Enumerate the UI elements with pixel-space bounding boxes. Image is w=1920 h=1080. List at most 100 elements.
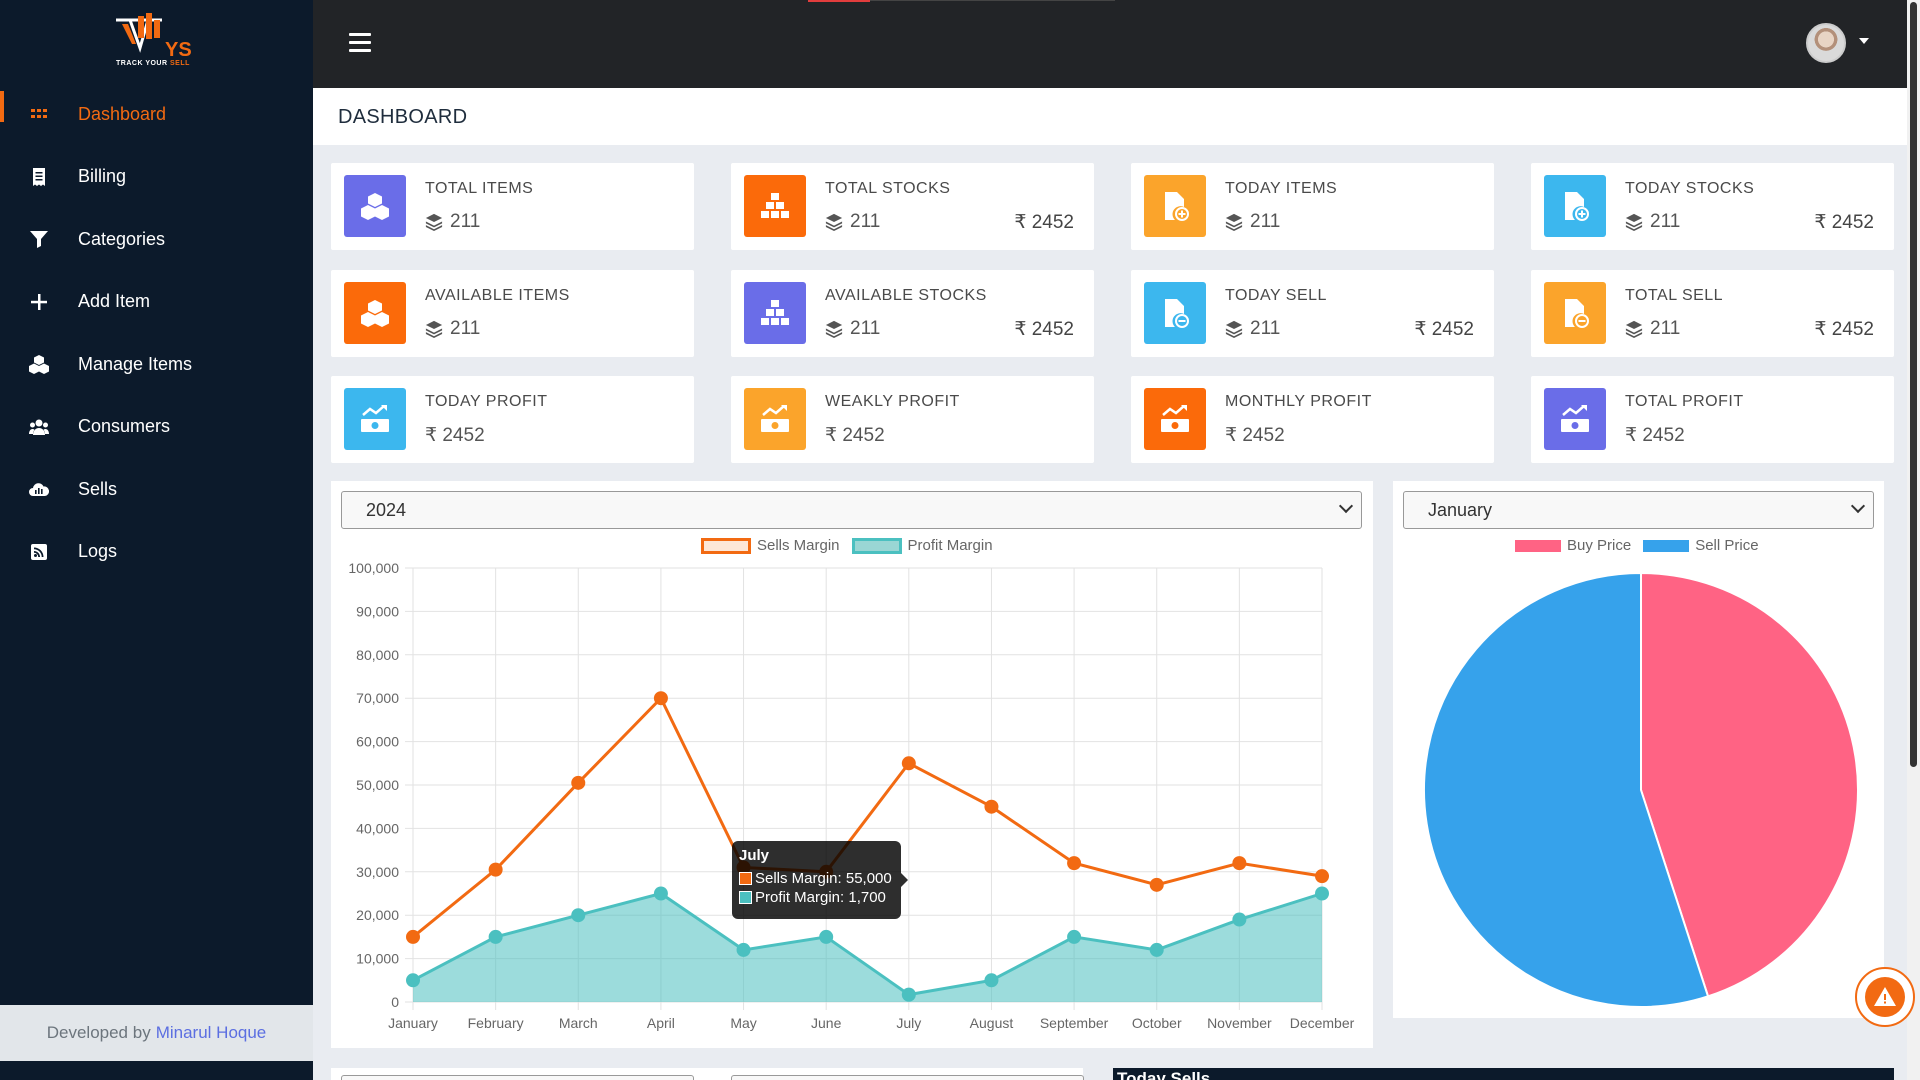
stat-card-title: TOTAL ITEMS: [425, 180, 534, 197]
boxes-stacked-icon: [761, 193, 789, 218]
stat-card-available-items[interactable]: AVAILABLE ITEMS 211: [331, 270, 694, 357]
profit-margin-line: [412, 891, 1323, 997]
stat-card-title: MONTHLY PROFIT: [1225, 393, 1372, 410]
money-chart-icon: [361, 405, 389, 432]
developer-link[interactable]: Minarul Hoque: [155, 1023, 267, 1042]
sidebar-item-add-item[interactable]: Add Item: [0, 271, 313, 334]
stat-card-icon-box: [1144, 388, 1206, 450]
stat-card-icon-box: [744, 175, 806, 237]
sidebar-item-billing[interactable]: Billing: [0, 146, 313, 209]
x-tick-label: September: [1040, 1015, 1109, 1031]
stat-card-count: 211: [425, 211, 480, 233]
x-tick-label: April: [647, 1015, 675, 1031]
file-plus-icon: [1165, 192, 1189, 221]
legend-item-sells-margin[interactable]: Sells Margin: [701, 537, 840, 554]
stat-card-title: AVAILABLE ITEMS: [425, 287, 570, 304]
stat-card-icon-box: [344, 282, 406, 344]
stat-card-total-sell[interactable]: TOTAL SELL 211 ₹ 2452: [1531, 270, 1894, 357]
stat-card-count-value: 211: [1250, 318, 1281, 339]
legend-swatch-buy-price: [1515, 539, 1561, 552]
y-tick-label: 30,000: [356, 864, 399, 880]
avatar[interactable]: [1806, 23, 1846, 63]
stat-card-today-sell[interactable]: TODAY SELL 211 ₹ 2452: [1131, 270, 1494, 357]
y-tick-label: 10,000: [356, 951, 399, 967]
topbar: [313, 0, 1907, 88]
stat-card-icon-box: [1544, 388, 1606, 450]
stat-card-amount: ₹ 2452: [1014, 212, 1074, 233]
year-select-value: 2024: [366, 500, 407, 520]
profit-margin-point: [1149, 942, 1164, 957]
stat-card-total-items[interactable]: TOTAL ITEMS 211: [331, 163, 694, 250]
stat-card-amount: ₹ 2452: [425, 425, 485, 446]
bottom-select-start[interactable]: [341, 1075, 694, 1080]
month-select[interactable]: January: [1403, 491, 1874, 529]
legend-swatch-sell-price: [1643, 539, 1690, 552]
profit-margin-point: [1315, 886, 1329, 901]
developer-prefix: Developed by: [46, 1023, 151, 1042]
stat-card-amount: ₹ 2452: [1814, 212, 1874, 233]
sells-margin-point: [1232, 856, 1247, 871]
sidebar-item-sells[interactable]: Sells: [0, 458, 313, 521]
alert-button[interactable]: [1855, 967, 1915, 1027]
sidebar-item-consumers[interactable]: Consumers: [0, 396, 313, 459]
x-tick-label: November: [1207, 1015, 1272, 1031]
stat-card-count-value: 211: [1650, 211, 1681, 232]
stat-card-icon-box: [1144, 282, 1206, 344]
app-logo[interactable]: YS TRACK YOUR SELL: [108, 8, 203, 70]
stat-card-monthly-profit[interactable]: MONTHLY PROFIT ₹ 2452: [1131, 376, 1494, 463]
stat-card-total-profit[interactable]: TOTAL PROFIT ₹ 2452: [1531, 376, 1894, 463]
year-select[interactable]: 2024: [341, 491, 1362, 529]
bottom-select-end[interactable]: [731, 1075, 1084, 1080]
sidebar-item-logs[interactable]: Logs: [0, 521, 313, 584]
stat-card-today-items[interactable]: TODAY ITEMS 211: [1131, 163, 1494, 250]
y-tick-label: 20,000: [356, 907, 399, 923]
stat-card-icon-box: [1144, 175, 1206, 237]
stat-card-icon-box: [1544, 175, 1606, 237]
y-tick-label: 70,000: [356, 690, 399, 706]
sidebar-item-categories[interactable]: Categories: [0, 208, 313, 271]
stat-card-icon-box: [1544, 282, 1606, 344]
y-tick-label: 60,000: [356, 734, 399, 750]
stat-card-icon-box: [344, 388, 406, 450]
stat-card-available-stocks[interactable]: AVAILABLE STOCKS 211 ₹ 2452: [731, 270, 1094, 357]
pie-slice-buy-price[interactable]: [1640, 571, 1859, 998]
scrollbar-thumb[interactable]: [1910, 2, 1917, 767]
today-sells-header: Today Sells: [1113, 1068, 1894, 1080]
stat-card-count: 211: [825, 318, 880, 340]
stat-card-amount: ₹ 2452: [1014, 319, 1074, 340]
profit-margin-point: [819, 929, 834, 944]
boxes-stacked-icon: [761, 300, 789, 325]
sidebar: YS TRACK YOUR SELL Dashboard Billing Cat…: [0, 0, 313, 1080]
tooltip-row-profit: Profit Margin: 1,700: [739, 889, 894, 906]
sidebar-item-manage-items[interactable]: Manage Items: [0, 333, 313, 396]
sidebar-item-label: Categories: [78, 228, 166, 249]
stat-card-total-stocks[interactable]: TOTAL STOCKS 211 ₹ 2452: [731, 163, 1094, 250]
sidebar-item-label: Sells: [78, 478, 118, 499]
sells-margin-point: [1315, 869, 1329, 884]
stat-card-today-stocks[interactable]: TODAY STOCKS 211 ₹ 2452: [1531, 163, 1894, 250]
x-tick-label: October: [1132, 1015, 1182, 1031]
legend-item-sell-price[interactable]: Sell Price: [1643, 537, 1759, 554]
rss-icon: [28, 541, 50, 563]
stat-card-count: 211: [1625, 211, 1680, 233]
month-select-value: January: [1428, 500, 1493, 520]
stat-card-title: TOTAL SELL: [1625, 287, 1724, 304]
stat-card-weakly-profit[interactable]: WEAKLY PROFIT ₹ 2452: [731, 376, 1094, 463]
x-tick-label: July: [896, 1015, 921, 1031]
sidebar-item-dashboard[interactable]: Dashboard: [0, 83, 313, 146]
legend-item-profit-margin[interactable]: Profit Margin: [851, 537, 993, 554]
money-chart-icon: [1561, 405, 1589, 432]
stat-card-title: TODAY PROFIT: [425, 393, 548, 410]
stat-card-icon-box: [344, 175, 406, 237]
cloud-chart-icon: [28, 478, 50, 500]
stat-card-today-profit[interactable]: TODAY PROFIT ₹ 2452: [331, 376, 694, 463]
menu-toggle-icon[interactable]: [349, 33, 371, 53]
page-scrollbar[interactable]: [1907, 0, 1920, 1080]
chevron-down-icon[interactable]: [1859, 38, 1869, 44]
tooltip-title: July: [739, 847, 770, 864]
pie-slice-sell-price[interactable]: [1423, 571, 1710, 1008]
profit-margin-point: [1232, 912, 1247, 927]
legend-item-buy-price[interactable]: Buy Price: [1515, 537, 1631, 554]
layers-icon: [825, 320, 843, 338]
warning-icon: [1874, 987, 1896, 1006]
